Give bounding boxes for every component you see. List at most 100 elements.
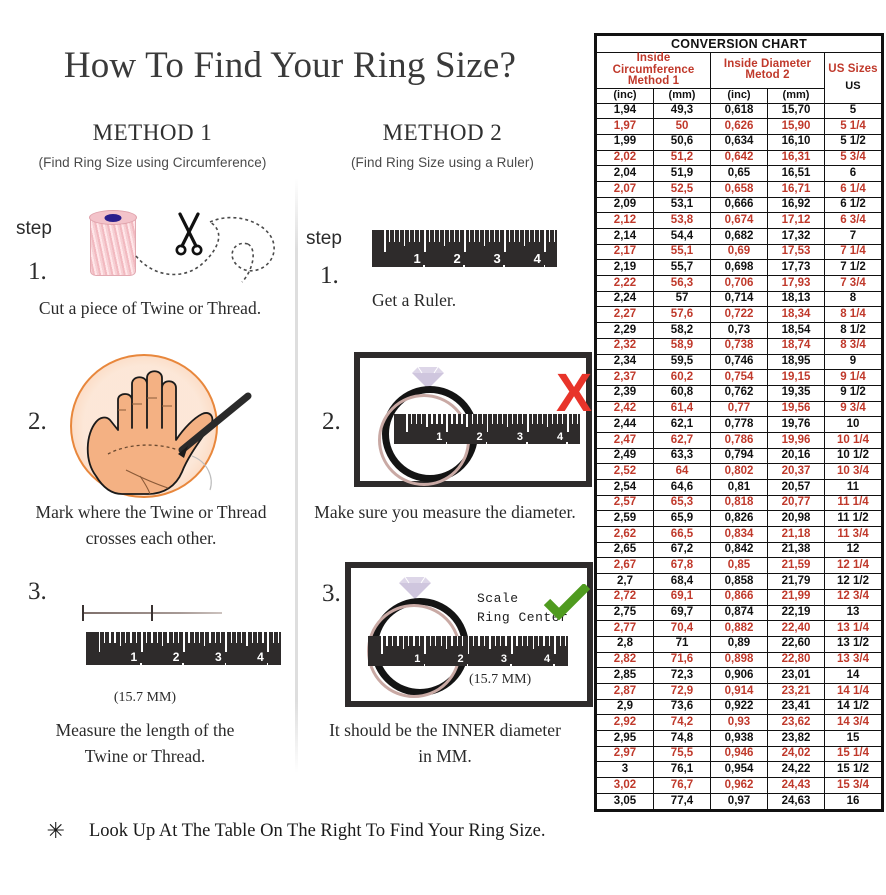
table-cell: 71,6 xyxy=(653,651,711,669)
table-row: 2,12 53,8 0,674 17,12 6 3/4 xyxy=(596,212,882,229)
table-cell: 77,4 xyxy=(653,792,711,811)
table-cell: 8 3/4 xyxy=(824,337,882,355)
footer-text: Look Up At The Table On The Right To Fin… xyxy=(88,820,546,841)
table-row: 2,97 75,5 0,946 24,02 15 1/4 xyxy=(596,745,882,763)
conversion-chart-panel: CONVERSION CHART Inside Circumference Me… xyxy=(594,33,884,812)
table-cell: 2,22 xyxy=(596,275,654,292)
table-cell: 65,9 xyxy=(653,510,711,528)
table-cell: 0,834 xyxy=(710,526,768,543)
table-cell: 0,89 xyxy=(710,635,768,653)
table-row: 2,34 59,5 0,746 18,95 9 xyxy=(596,353,882,371)
table-cell: 13 3/4 xyxy=(824,651,882,669)
table-cell: 0,69 xyxy=(710,243,768,261)
table-cell: 54,4 xyxy=(653,228,711,245)
method-1-step-3-caption-line2: Twine or Thread. xyxy=(84,746,206,766)
table-cell: 50,6 xyxy=(653,133,711,151)
table-cell: 17,53 xyxy=(767,243,825,261)
table-cell: 55,7 xyxy=(653,259,711,277)
table-cell: 7 1/4 xyxy=(824,243,882,261)
ruler-ticks xyxy=(372,230,557,267)
table-cell: 2,87 xyxy=(596,682,654,700)
method-2-step-3-caption-line1: It should be the INNER diameter xyxy=(329,720,561,740)
unit-circumference-mm: (mm) xyxy=(653,87,711,104)
table-cell: 71 xyxy=(653,635,711,653)
hand-icon xyxy=(86,370,252,495)
group-header-us-sizes: US Sizes US xyxy=(824,52,882,104)
table-cell: 0,634 xyxy=(710,133,768,151)
table-cell: 16,31 xyxy=(767,149,825,167)
ruler-ticks xyxy=(394,414,580,444)
table-cell: 63,3 xyxy=(653,447,711,465)
table-cell: 17,32 xyxy=(767,228,825,245)
method-1-step-2-caption-line2: crosses each other. xyxy=(85,528,217,548)
table-cell: 60,8 xyxy=(653,384,711,402)
table-cell: 24,02 xyxy=(767,745,825,763)
table-cell: 14 3/4 xyxy=(824,714,882,731)
table-row: 2,27 57,6 0,722 18,34 8 1/4 xyxy=(596,306,882,324)
ruler-ticks xyxy=(368,636,568,666)
table-cell: 67,2 xyxy=(653,541,711,559)
table-row: 2,62 66,5 0,834 21,18 11 3/4 xyxy=(596,526,882,543)
table-cell: 0,77 xyxy=(710,400,768,418)
table-cell: 1,99 xyxy=(596,133,654,151)
table-row: 2,57 65,3 0,818 20,77 11 1/4 xyxy=(596,494,882,512)
table-group-row: Inside Circumference Method 1 Inside Dia… xyxy=(596,52,882,104)
table-cell: 0,674 xyxy=(710,212,768,229)
table-cell: 53,8 xyxy=(653,212,711,229)
method-2-mm-note: (15.7 MM) xyxy=(469,672,532,687)
table-cell: 2,65 xyxy=(596,541,654,559)
table-row: 2,9 73,6 0,922 23,41 14 1/2 xyxy=(596,698,882,716)
table-row: 2,67 67,8 0,85 21,59 12 1/4 xyxy=(596,557,882,575)
table-cell: 0,962 xyxy=(710,777,768,794)
method-2-step-word: step xyxy=(306,228,342,249)
table-cell: 3,02 xyxy=(596,777,654,794)
method-1-step-word: step xyxy=(16,218,52,239)
table-cell: 57,6 xyxy=(653,306,711,324)
table-cell: 24,63 xyxy=(767,792,825,811)
table-row: 2,65 67,2 0,842 21,38 12 xyxy=(596,541,882,559)
table-row: 2,72 69,1 0,866 21,99 12 3/4 xyxy=(596,588,882,606)
table-cell: 18,13 xyxy=(767,290,825,308)
table-cell: 76,1 xyxy=(653,761,711,779)
thread-mark-cross xyxy=(151,605,153,621)
table-cell: 52,5 xyxy=(653,180,711,198)
table-cell: 2,37 xyxy=(596,369,654,386)
unit-diameter-mm: (mm) xyxy=(767,87,825,104)
table-row: 2,32 58,9 0,738 18,74 8 3/4 xyxy=(596,337,882,355)
table-cell: 0,682 xyxy=(710,228,768,245)
incorrect-mark-icon: X xyxy=(556,363,593,423)
instructions-panel: How To Find Your Ring Size? METHOD 1 (Fi… xyxy=(0,0,592,895)
table-row: 2,44 62,1 0,778 19,76 10 xyxy=(596,416,882,433)
table-cell: 0,73 xyxy=(710,322,768,339)
table-cell: 22,80 xyxy=(767,651,825,669)
table-cell: 74,8 xyxy=(653,730,711,747)
table-cell: 0,754 xyxy=(710,369,768,386)
table-cell: 17,73 xyxy=(767,259,825,277)
table-cell: 11 3/4 xyxy=(824,526,882,543)
table-cell: 1,97 xyxy=(596,118,654,135)
table-row: 2,59 65,9 0,826 20,98 11 1/2 xyxy=(596,510,882,528)
method-2-title: METHOD 2 xyxy=(382,120,503,145)
table-cell: 16,51 xyxy=(767,165,825,182)
group-header-circumference: Inside Circumference Method 1 xyxy=(596,52,711,89)
table-cell: 0,722 xyxy=(710,306,768,324)
table-row: 2,75 69,7 0,874 22,19 13 xyxy=(596,604,882,622)
table-cell: 0,666 xyxy=(710,196,768,214)
table-cell: 2,95 xyxy=(596,730,654,747)
table-cell: 12 xyxy=(824,541,882,559)
table-cell: 11 1/4 xyxy=(824,494,882,512)
group-line2: Method 1 xyxy=(627,75,680,87)
table-cell: 57 xyxy=(653,290,711,308)
table-row: 2,92 74,2 0,93 23,62 14 3/4 xyxy=(596,714,882,731)
table-cell: 15,90 xyxy=(767,118,825,135)
table-cell: 19,76 xyxy=(767,416,825,433)
table-cell: 0,618 xyxy=(710,102,768,120)
table-row: 3 76,1 0,954 24,22 15 1/2 xyxy=(596,761,882,779)
method-1-mm-note: (15.7 MM) xyxy=(113,690,177,705)
table-row: 3,02 76,7 0,962 24,43 15 3/4 xyxy=(596,777,882,794)
table-cell: 2,57 xyxy=(596,494,654,512)
correct-check-icon xyxy=(543,584,591,621)
scale-ring-center-label: Scale Ring Center xyxy=(477,590,568,628)
